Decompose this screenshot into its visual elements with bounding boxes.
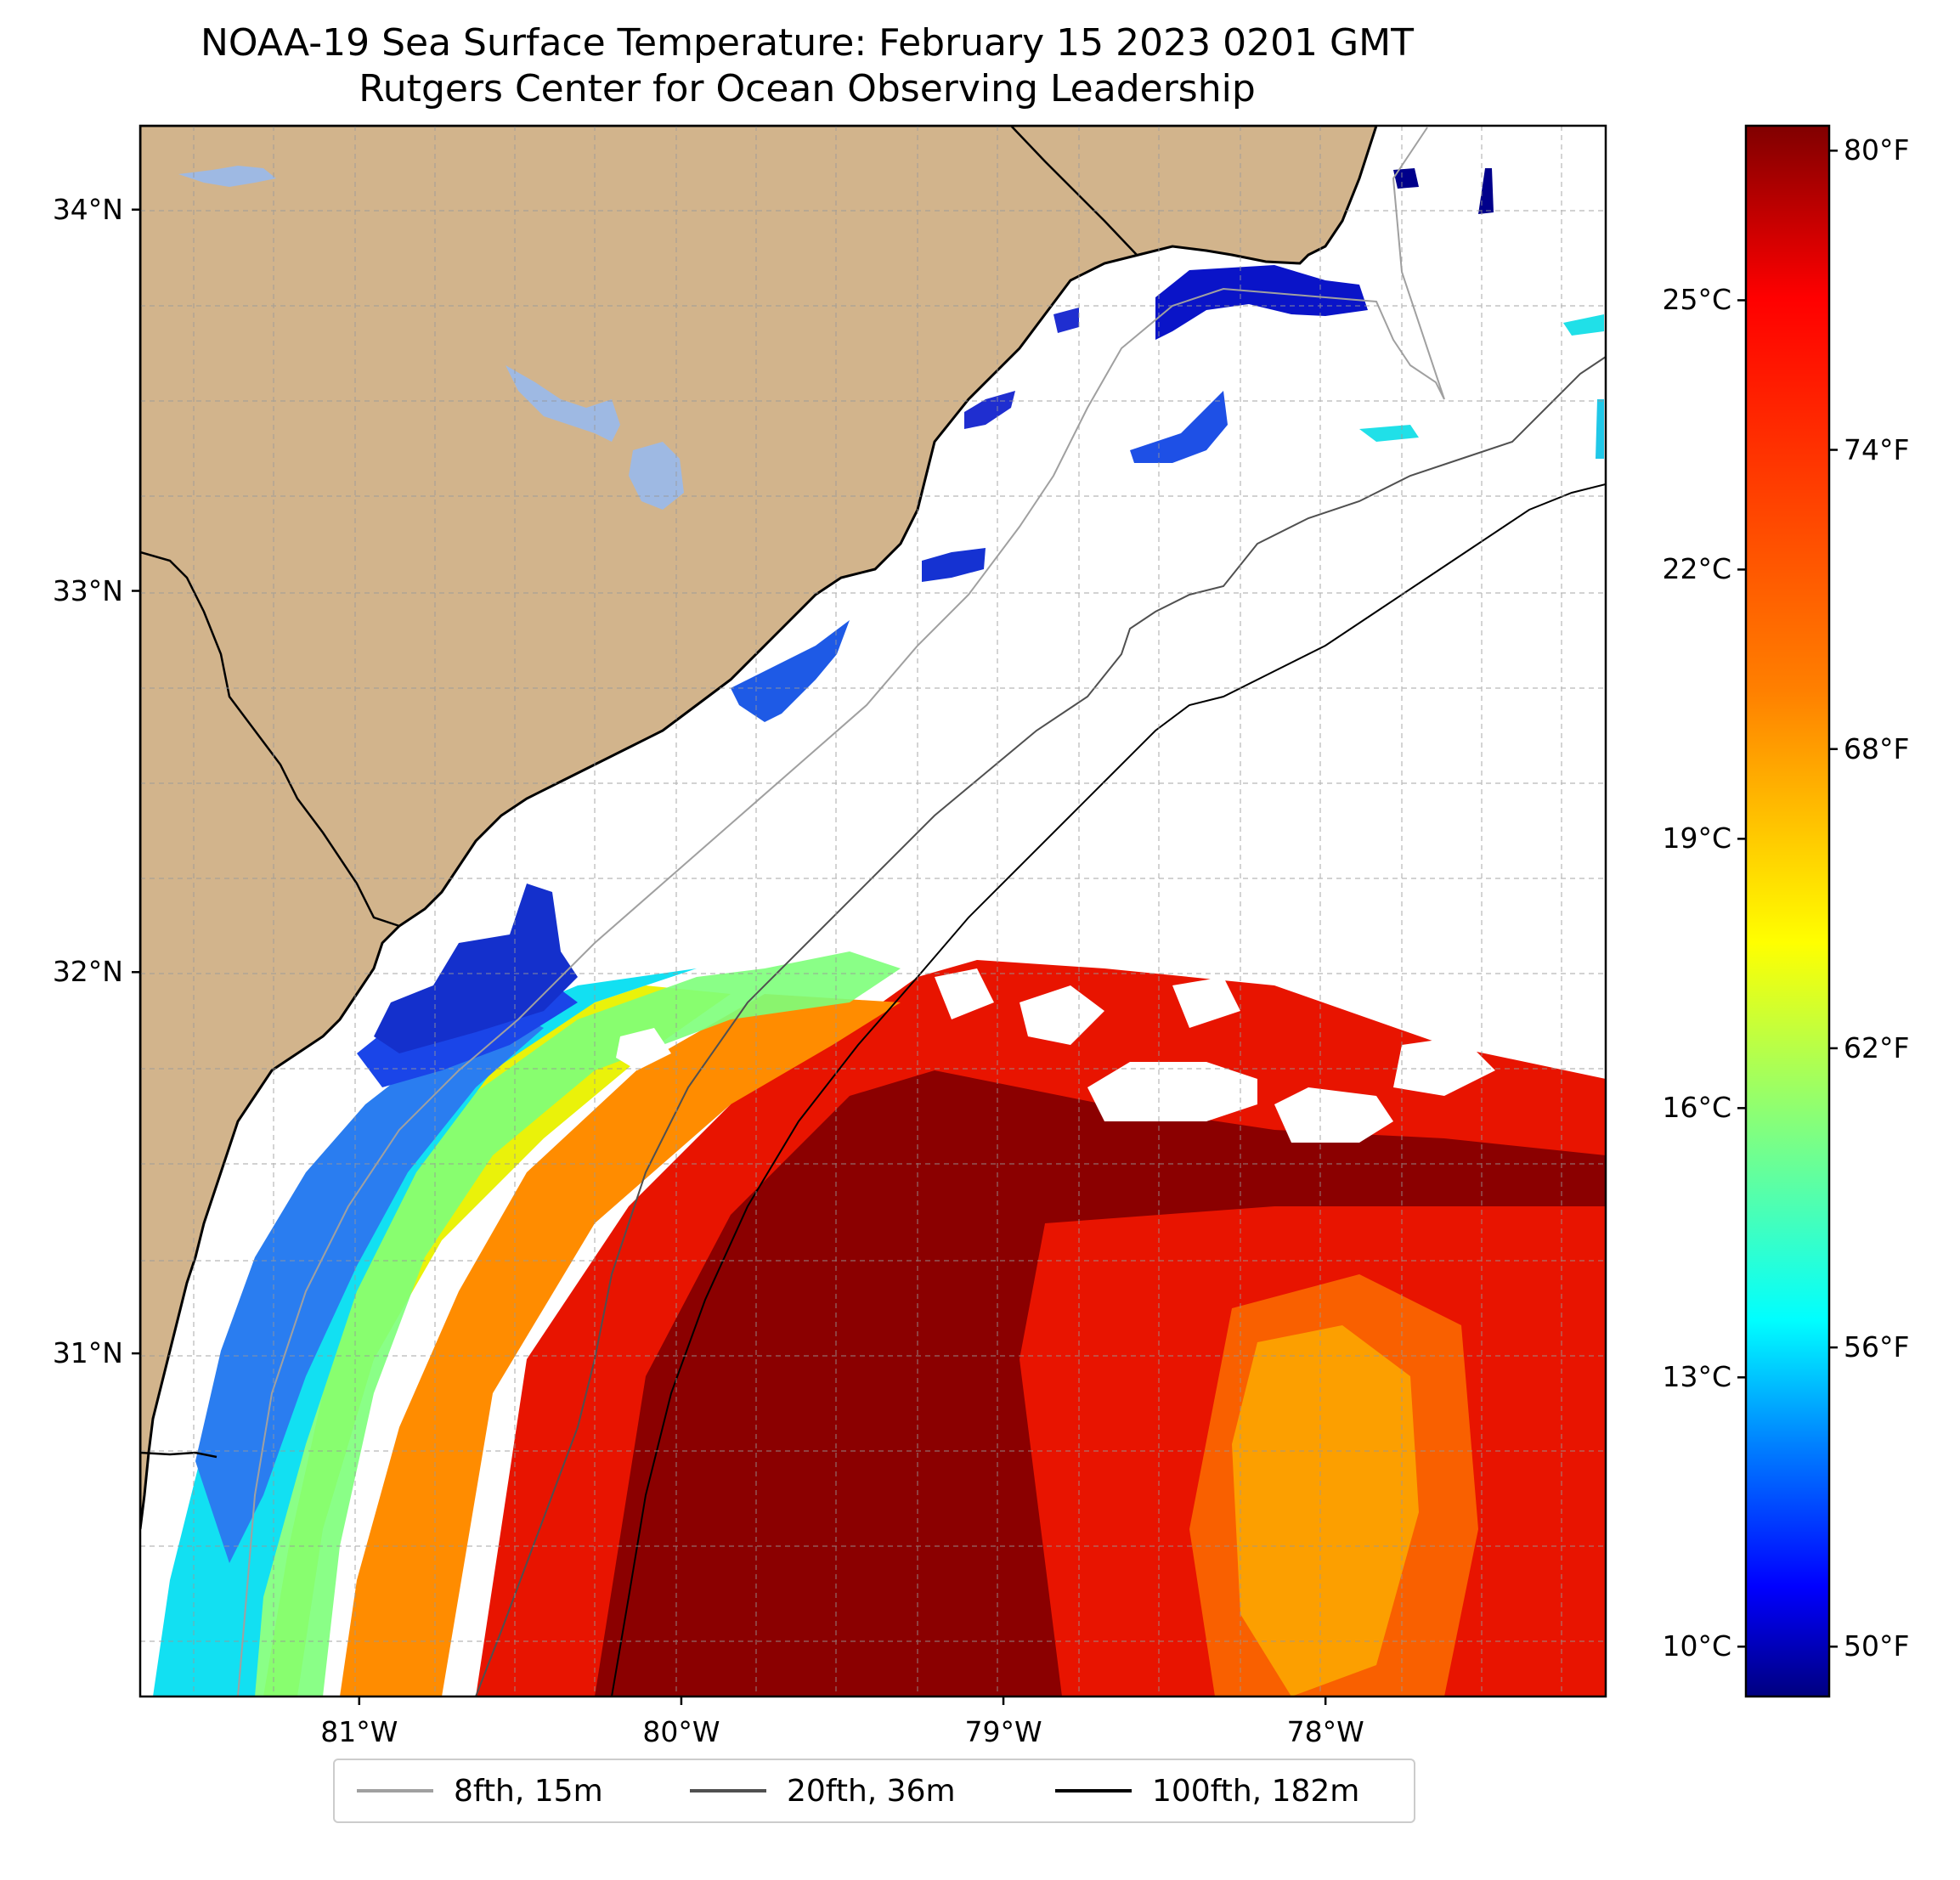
sst-orange-shelf: [340, 994, 901, 1697]
colorbar-label-c: 13°C: [1662, 1360, 1731, 1394]
state-boundary-sc-ga: [140, 550, 400, 928]
colorbar-label-c: 10°C: [1662, 1629, 1731, 1663]
sst-green-zone: [246, 951, 901, 1697]
legend: 8fth, 15m 20fth, 36m 100fth, 182m: [333, 1759, 1415, 1823]
state-boundary-nc-sc: [1010, 126, 1138, 256]
sst-blue-coastal: [195, 1011, 544, 1563]
colorbar-label-c: 22°C: [1662, 552, 1731, 586]
colorbar: [1744, 124, 1831, 1698]
cold-patch: [731, 620, 850, 722]
cloud-gap: [1274, 1087, 1393, 1143]
legend-item-100fth: 100fth, 182m: [1055, 1760, 1359, 1821]
lon-label: 78°W: [1286, 1715, 1364, 1748]
legend-line-8fth: [357, 1789, 433, 1792]
warm-patch: [1359, 425, 1419, 442]
contour-20fth: [475, 356, 1606, 1697]
cloud-gap: [1393, 1036, 1495, 1096]
contour-8fth: [237, 127, 1445, 1697]
land: [140, 126, 1378, 1530]
chart-title: NOAA-19 Sea Surface Temperature: Februar…: [201, 21, 1414, 65]
sst-field: [153, 951, 1606, 1697]
lake-marion: [506, 365, 620, 442]
state-boundary-ga-fl: [140, 1451, 217, 1459]
lon-label: 79°W: [964, 1715, 1042, 1748]
cold-patch: [1053, 308, 1079, 333]
cloud-gap: [1172, 977, 1240, 1028]
legend-item-8fth: 8fth, 15m: [357, 1760, 603, 1821]
legend-label-100fth: 100fth, 182m: [1152, 1773, 1360, 1809]
colorbar-label-c: 25°C: [1662, 283, 1731, 317]
colorbar-label-f: 62°F: [1844, 1030, 1910, 1064]
colorbar-label-f: 50°F: [1844, 1629, 1910, 1663]
chart-subtitle: Rutgers Center for Ocean Observing Leade…: [359, 67, 1256, 110]
contour-100fth: [611, 483, 1606, 1697]
colorbar-label-c: 19°C: [1662, 821, 1731, 855]
cloud-gap: [935, 968, 994, 1019]
cold-patch: [1130, 391, 1228, 463]
cold-patch: [1155, 265, 1368, 340]
lake-moultrie: [629, 442, 684, 510]
cloud-gap: [1020, 985, 1104, 1045]
lat-ticks: [132, 208, 140, 1355]
cloud-gap: [1087, 1062, 1257, 1121]
legend-line-20fth: [690, 1789, 766, 1792]
warm-patch: [1563, 314, 1604, 336]
cold-patch: [964, 391, 1015, 429]
lat-label: 33°N: [52, 573, 123, 607]
lon-ticks: [358, 1697, 1327, 1705]
map-frame: [138, 124, 1607, 1698]
colorbar-label-f: 68°F: [1844, 731, 1910, 765]
colorbar-label-f: 56°F: [1844, 1330, 1910, 1364]
cloud-gap: [616, 1028, 671, 1070]
legend-item-20fth: 20fth, 36m: [690, 1760, 956, 1821]
sst-yellow-band: [1232, 1325, 1419, 1697]
legend-line-100fth: [1055, 1789, 1132, 1792]
map-area: [140, 126, 1606, 1697]
lat-label: 31°N: [52, 1336, 123, 1370]
cold-patch: [1393, 168, 1419, 189]
gridlines: [140, 126, 1606, 1697]
lon-label: 80°W: [642, 1715, 720, 1748]
warm-patch: [1596, 399, 1604, 459]
colorbar-label-f: 80°F: [1844, 133, 1910, 167]
colorbar-label-f: 74°F: [1844, 432, 1910, 466]
cold-patch: [922, 548, 986, 582]
lat-label: 34°N: [52, 192, 123, 226]
legend-label-20fth: 20fth, 36m: [787, 1773, 956, 1809]
sst-hot-core: [595, 1070, 1606, 1697]
lon-label: 81°W: [320, 1715, 398, 1748]
colorbar-ticks: [1737, 150, 1838, 1648]
colorbar-label-c: 16°C: [1662, 1091, 1731, 1125]
lat-label: 32°N: [52, 955, 123, 989]
legend-label-8fth: 8fth, 15m: [454, 1773, 603, 1809]
lake-north: [178, 166, 276, 187]
